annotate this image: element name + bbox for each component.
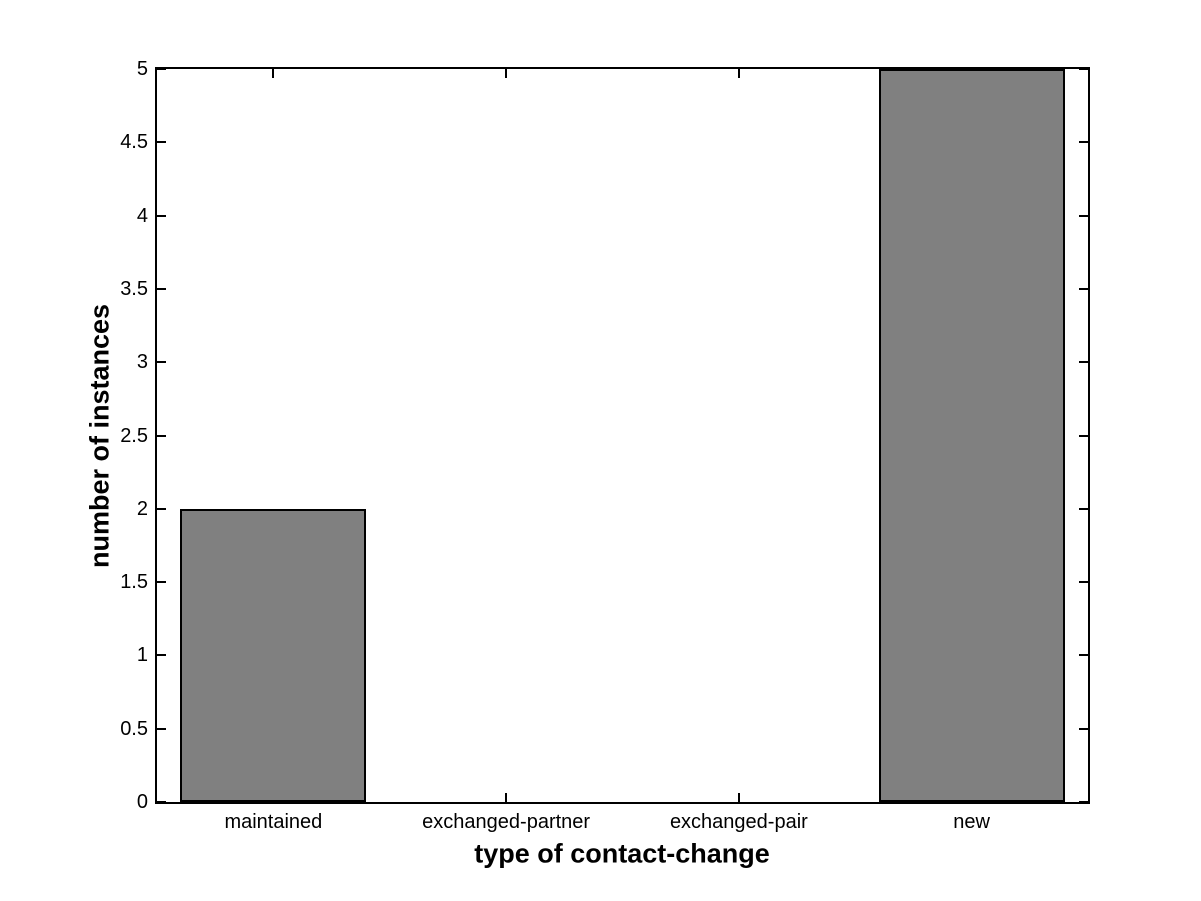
y-tick-label: 0.5 (120, 717, 148, 740)
y-axis-tick (157, 361, 166, 364)
x-axis-label: type of contact-change (474, 838, 770, 869)
x-tick-label: exchanged-pair (669, 811, 808, 833)
y-axis-tick (157, 654, 166, 657)
y-axis-tick-right (1079, 801, 1088, 803)
y-tick-label: 0 (136, 791, 148, 813)
y-axis-tick (157, 507, 166, 510)
y-axis-tick-right (1079, 68, 1088, 70)
y-tick-label: 2 (136, 497, 148, 520)
y-axis-tick-right (1079, 727, 1088, 730)
y-tick-label: 2.5 (120, 424, 148, 447)
bar-new (878, 69, 1065, 802)
y-axis-tick (157, 434, 166, 437)
plot-area (157, 68, 1088, 803)
x-axis-tick (505, 793, 508, 802)
x-axis-tick-top (272, 69, 275, 78)
y-axis-tick (157, 801, 166, 803)
y-tick-label: 4 (136, 204, 148, 227)
y-axis-tick-right (1079, 141, 1088, 144)
x-axis-tick (737, 793, 740, 802)
y-axis-tick (157, 68, 166, 70)
y-tick-label: 3.5 (120, 277, 148, 300)
y-tick-label: 1.5 (120, 571, 148, 594)
y-tick-label: 4.5 (120, 131, 148, 154)
y-axis-tick (157, 287, 166, 290)
y-axis-tick (157, 727, 166, 730)
bar-maintained (180, 508, 367, 802)
y-axis-tick-right (1079, 507, 1088, 510)
y-axis-tick-right (1079, 434, 1088, 437)
y-axis-tick (157, 581, 166, 584)
y-axis-tick-right (1079, 214, 1088, 217)
x-axis-tick-top (505, 69, 508, 78)
x-tick-label: exchanged-partner (422, 811, 591, 833)
x-axis-tick-top (737, 69, 740, 78)
y-axis-tick-right (1079, 654, 1088, 657)
x-tick-label: maintained (224, 811, 323, 833)
y-tick-label: 5 (136, 58, 148, 80)
y-axis-tick (157, 141, 166, 144)
y-axis-tick-right (1079, 581, 1088, 584)
y-axis-tick-right (1079, 361, 1088, 364)
y-axis-tick (157, 214, 166, 217)
y-tick-label: 1 (136, 644, 148, 667)
x-tick-label: new (953, 811, 990, 833)
y-axis-tick-right (1079, 287, 1088, 290)
y-tick-label: 3 (136, 351, 148, 374)
